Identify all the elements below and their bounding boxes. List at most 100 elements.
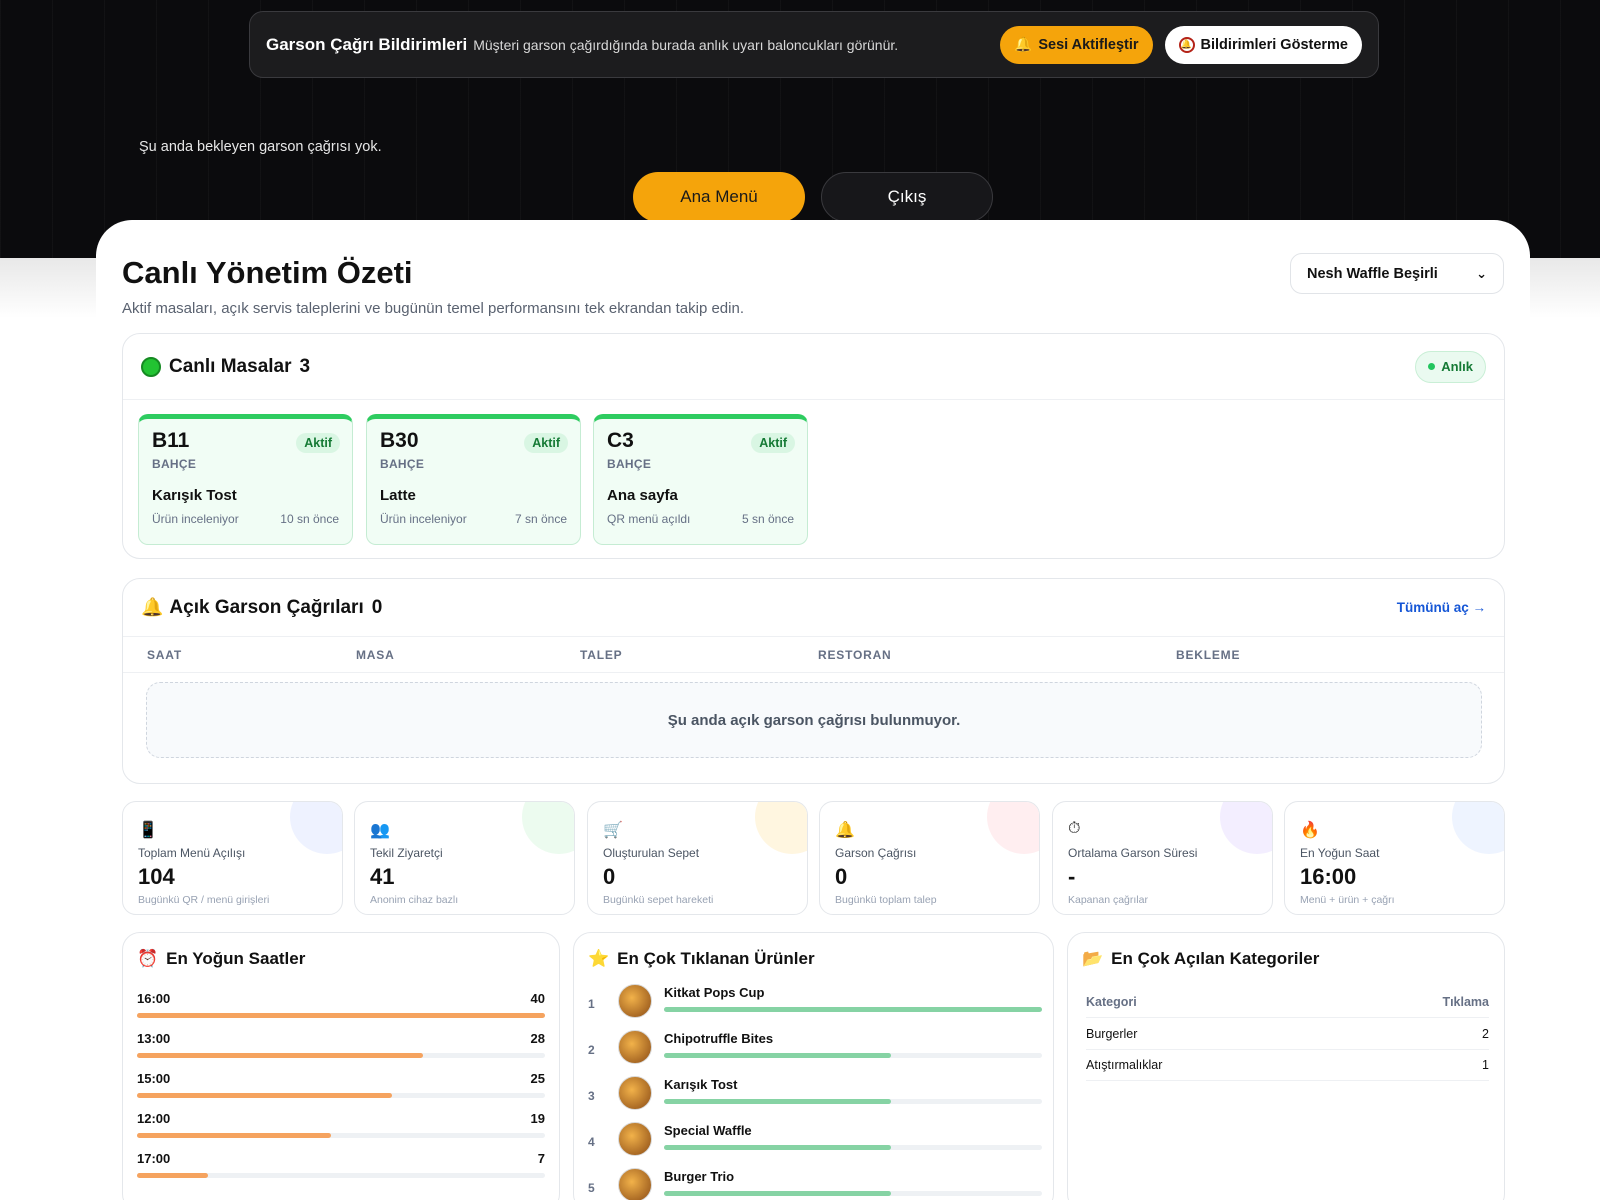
table-card[interactable]: C3 Aktif BAHÇE Ana sayfa QR menü açıldı … — [593, 414, 808, 545]
stat-card-avg-waiter-time: ⏱ Ortalama Garson Süresi - Kapanan çağrı… — [1052, 801, 1273, 915]
stat-value: 41 — [370, 864, 395, 889]
top-categories-title: En Çok Açılan Kategoriler — [1111, 949, 1320, 968]
stat-value: 104 — [138, 864, 175, 889]
busy-hour-label: 13:00 — [137, 1031, 171, 1046]
product-track — [664, 1145, 1042, 1150]
busy-hours-panel: ⏰ En Yoğun Saatler 16:00 40 13:00 28 15:00 25… — [122, 932, 560, 1200]
busy-hour-row: 17:00 7 — [137, 1151, 545, 1191]
table-time: 5 sn önce — [741, 512, 794, 526]
table-activity: Ürün inceleniyor — [152, 512, 239, 526]
live-dot-icon — [141, 356, 161, 377]
stat-card-carts: 🛒 Oluşturulan Sepet 0 Bugünkü sepet hare… — [587, 801, 808, 915]
product-name: Chipotruffle Bites — [664, 1031, 774, 1046]
notification-title: Garson Çağrı Bildirimleri — [266, 34, 468, 54]
stat-value: 0 — [835, 864, 848, 889]
product-rank: 5 — [588, 1181, 595, 1195]
table-name: C3 — [607, 429, 634, 452]
main-menu-button[interactable]: Ana Menü — [633, 172, 805, 222]
branch-select[interactable]: Nesh Waffle Beşirli ⌄ — [1290, 253, 1504, 294]
product-thumbnail — [618, 984, 652, 1018]
stat-subtext: Anonim cihaz bazlı — [370, 894, 459, 906]
table-activity: Ürün inceleniyor — [380, 512, 467, 526]
stat-label: Garson Çağrısı — [835, 846, 917, 860]
stat-subtext: Bugünkü toplam talep — [835, 894, 937, 906]
busy-hour-track — [137, 1173, 545, 1178]
notification-bar: Garson Çağrı Bildirimleri Müşteri garson… — [249, 11, 1379, 78]
product-name: Kitkat Pops Cup — [664, 985, 765, 1000]
stat-card-menu-opens: 📱 Toplam Menü Açılışı 104 Bugünkü QR / m… — [122, 801, 343, 915]
folder-icon: 📂 — [1082, 949, 1104, 968]
stat-card-waiter-calls: 🔔 Garson Çağrısı 0 Bugünkü toplam talep — [819, 801, 1040, 915]
column-header-waiting: BEKLEME — [1176, 648, 1241, 662]
branch-select-value: Nesh Waffle Beşirli — [1307, 265, 1438, 282]
top-product-row: 1 Kitkat Pops Cup — [588, 983, 1042, 1027]
live-tables-header: Canlı Masalar 3 Anlık — [123, 334, 1504, 400]
busy-hours-title: En Yoğun Saatler — [166, 949, 306, 968]
categories-table-header: Kategori Tıklama — [1086, 995, 1489, 1018]
live-tables-count: 3 — [299, 355, 311, 377]
table-product: Ana sayfa — [607, 487, 678, 504]
table-name: B30 — [380, 429, 419, 452]
table-activity: QR menü açıldı — [607, 512, 691, 526]
product-thumbnail — [618, 1030, 652, 1064]
stat-subtext: Bugünkü QR / menü girişleri — [138, 894, 270, 906]
product-bar — [664, 1099, 891, 1104]
column-header-clicks: Tıklama — [1442, 995, 1489, 1009]
stat-subtext: Kapanan çağrılar — [1068, 894, 1148, 906]
live-tables-panel: Canlı Masalar 3 Anlık B11 Aktif BAHÇE Ka… — [122, 333, 1505, 559]
top-products-title: En Çok Tıklanan Ürünler — [617, 949, 815, 968]
hide-notifications-label: Bildirimleri Gösterme — [1200, 36, 1348, 53]
busy-hour-row: 12:00 19 — [137, 1111, 545, 1151]
table-time: 10 sn önce — [280, 512, 339, 526]
notification-description: Müşteri garson çağırdığında burada anlık… — [473, 36, 899, 53]
page-subtitle: Aktif masaları, açık servis taleplerini … — [122, 300, 744, 317]
open-calls-panel: 🔔 Açık Garson Çağrıları 0 Tümünü aç → SA… — [122, 578, 1505, 784]
busy-hour-track — [137, 1093, 545, 1098]
hide-notifications-button[interactable]: 🔔 Bildirimleri Gösterme — [1164, 25, 1362, 64]
bell-icon: 🔔 — [141, 597, 164, 617]
busy-hour-label: 15:00 — [137, 1071, 171, 1086]
logout-button[interactable]: Çıkış — [821, 172, 993, 222]
product-track — [664, 1053, 1042, 1058]
stat-card-peak-hour: 🔥 En Yoğun Saat 16:00 Menü + ürün + çağr… — [1284, 801, 1505, 915]
table-status-badge: Aktif — [524, 433, 568, 453]
busy-hour-track — [137, 1133, 545, 1138]
chevron-down-icon: ⌄ — [1476, 265, 1487, 281]
open-calls-columns: SAAT MASA TALEP RESTORAN BEKLEME — [123, 637, 1504, 673]
product-rank: 2 — [588, 1043, 595, 1057]
live-badge-dot — [1428, 363, 1436, 370]
table-area: BAHÇE — [607, 457, 652, 471]
product-thumbnail — [618, 1168, 652, 1200]
product-name: Karışık Tost — [664, 1077, 738, 1092]
table-area: BAHÇE — [380, 457, 425, 471]
table-card[interactable]: B11 Aktif BAHÇE Karışık Tost Ürün incele… — [138, 414, 353, 545]
enable-sound-label: Sesi Aktifleştir — [1038, 36, 1139, 53]
top-products-panel: ⭐ En Çok Tıklanan Ürünler 1 Kitkat Pops C… — [573, 932, 1054, 1200]
phone-icon: 📱 — [138, 822, 158, 839]
waiter-status-text: Şu anda bekleyen garson çağrısı yok. — [139, 139, 382, 155]
open-all-link[interactable]: Tümünü aç → — [1396, 600, 1486, 615]
column-header-request: TALEP — [580, 648, 623, 662]
busy-hour-label: 12:00 — [137, 1111, 171, 1126]
product-track — [664, 1099, 1042, 1104]
table-status-badge: Aktif — [751, 433, 795, 453]
stat-subtext: Bugünkü sepet hareketi — [603, 894, 714, 906]
table-product: Karışık Tost — [152, 487, 237, 504]
bell-icon: 🔔 — [1014, 37, 1033, 53]
product-bar — [664, 1007, 1042, 1012]
busy-hour-track — [137, 1053, 545, 1058]
table-time: 7 sn önce — [514, 512, 567, 526]
cart-icon: 🛒 — [603, 822, 623, 839]
busy-hour-row: 13:00 28 — [137, 1031, 545, 1071]
enable-sound-button[interactable]: 🔔 Sesi Aktifleştir — [1000, 25, 1153, 64]
busy-hour-value: 25 — [530, 1071, 545, 1086]
stat-value: - — [1068, 864, 1076, 889]
stat-card-unique-visitors: 👥 Tekil Ziyaretçi 41 Anonim cihaz bazlı — [354, 801, 575, 915]
category-name: Burgerler — [1086, 1027, 1138, 1041]
mute-icon: 🔔 — [1178, 36, 1195, 53]
bell-icon: 🔔 — [835, 822, 855, 839]
stat-label: Tekil Ziyaretçi — [370, 846, 443, 860]
busy-hour-value: 40 — [530, 991, 545, 1006]
open-calls-count: 0 — [371, 596, 383, 618]
table-card[interactable]: B30 Aktif BAHÇE Latte Ürün inceleniyor 7… — [366, 414, 581, 545]
